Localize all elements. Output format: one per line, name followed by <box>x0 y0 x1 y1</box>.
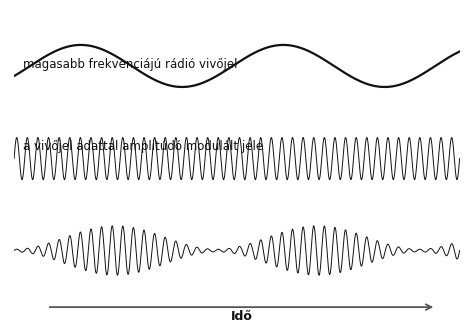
Text: magasabb frekvenciájú rádió vivőjel: magasabb frekvenciájú rádió vivőjel <box>23 58 237 71</box>
Text: Idő: Idő <box>231 310 252 323</box>
Text: a vivőjel adattal amplitúdó modulált jele: a vivőjel adattal amplitúdó modulált jel… <box>23 140 263 153</box>
